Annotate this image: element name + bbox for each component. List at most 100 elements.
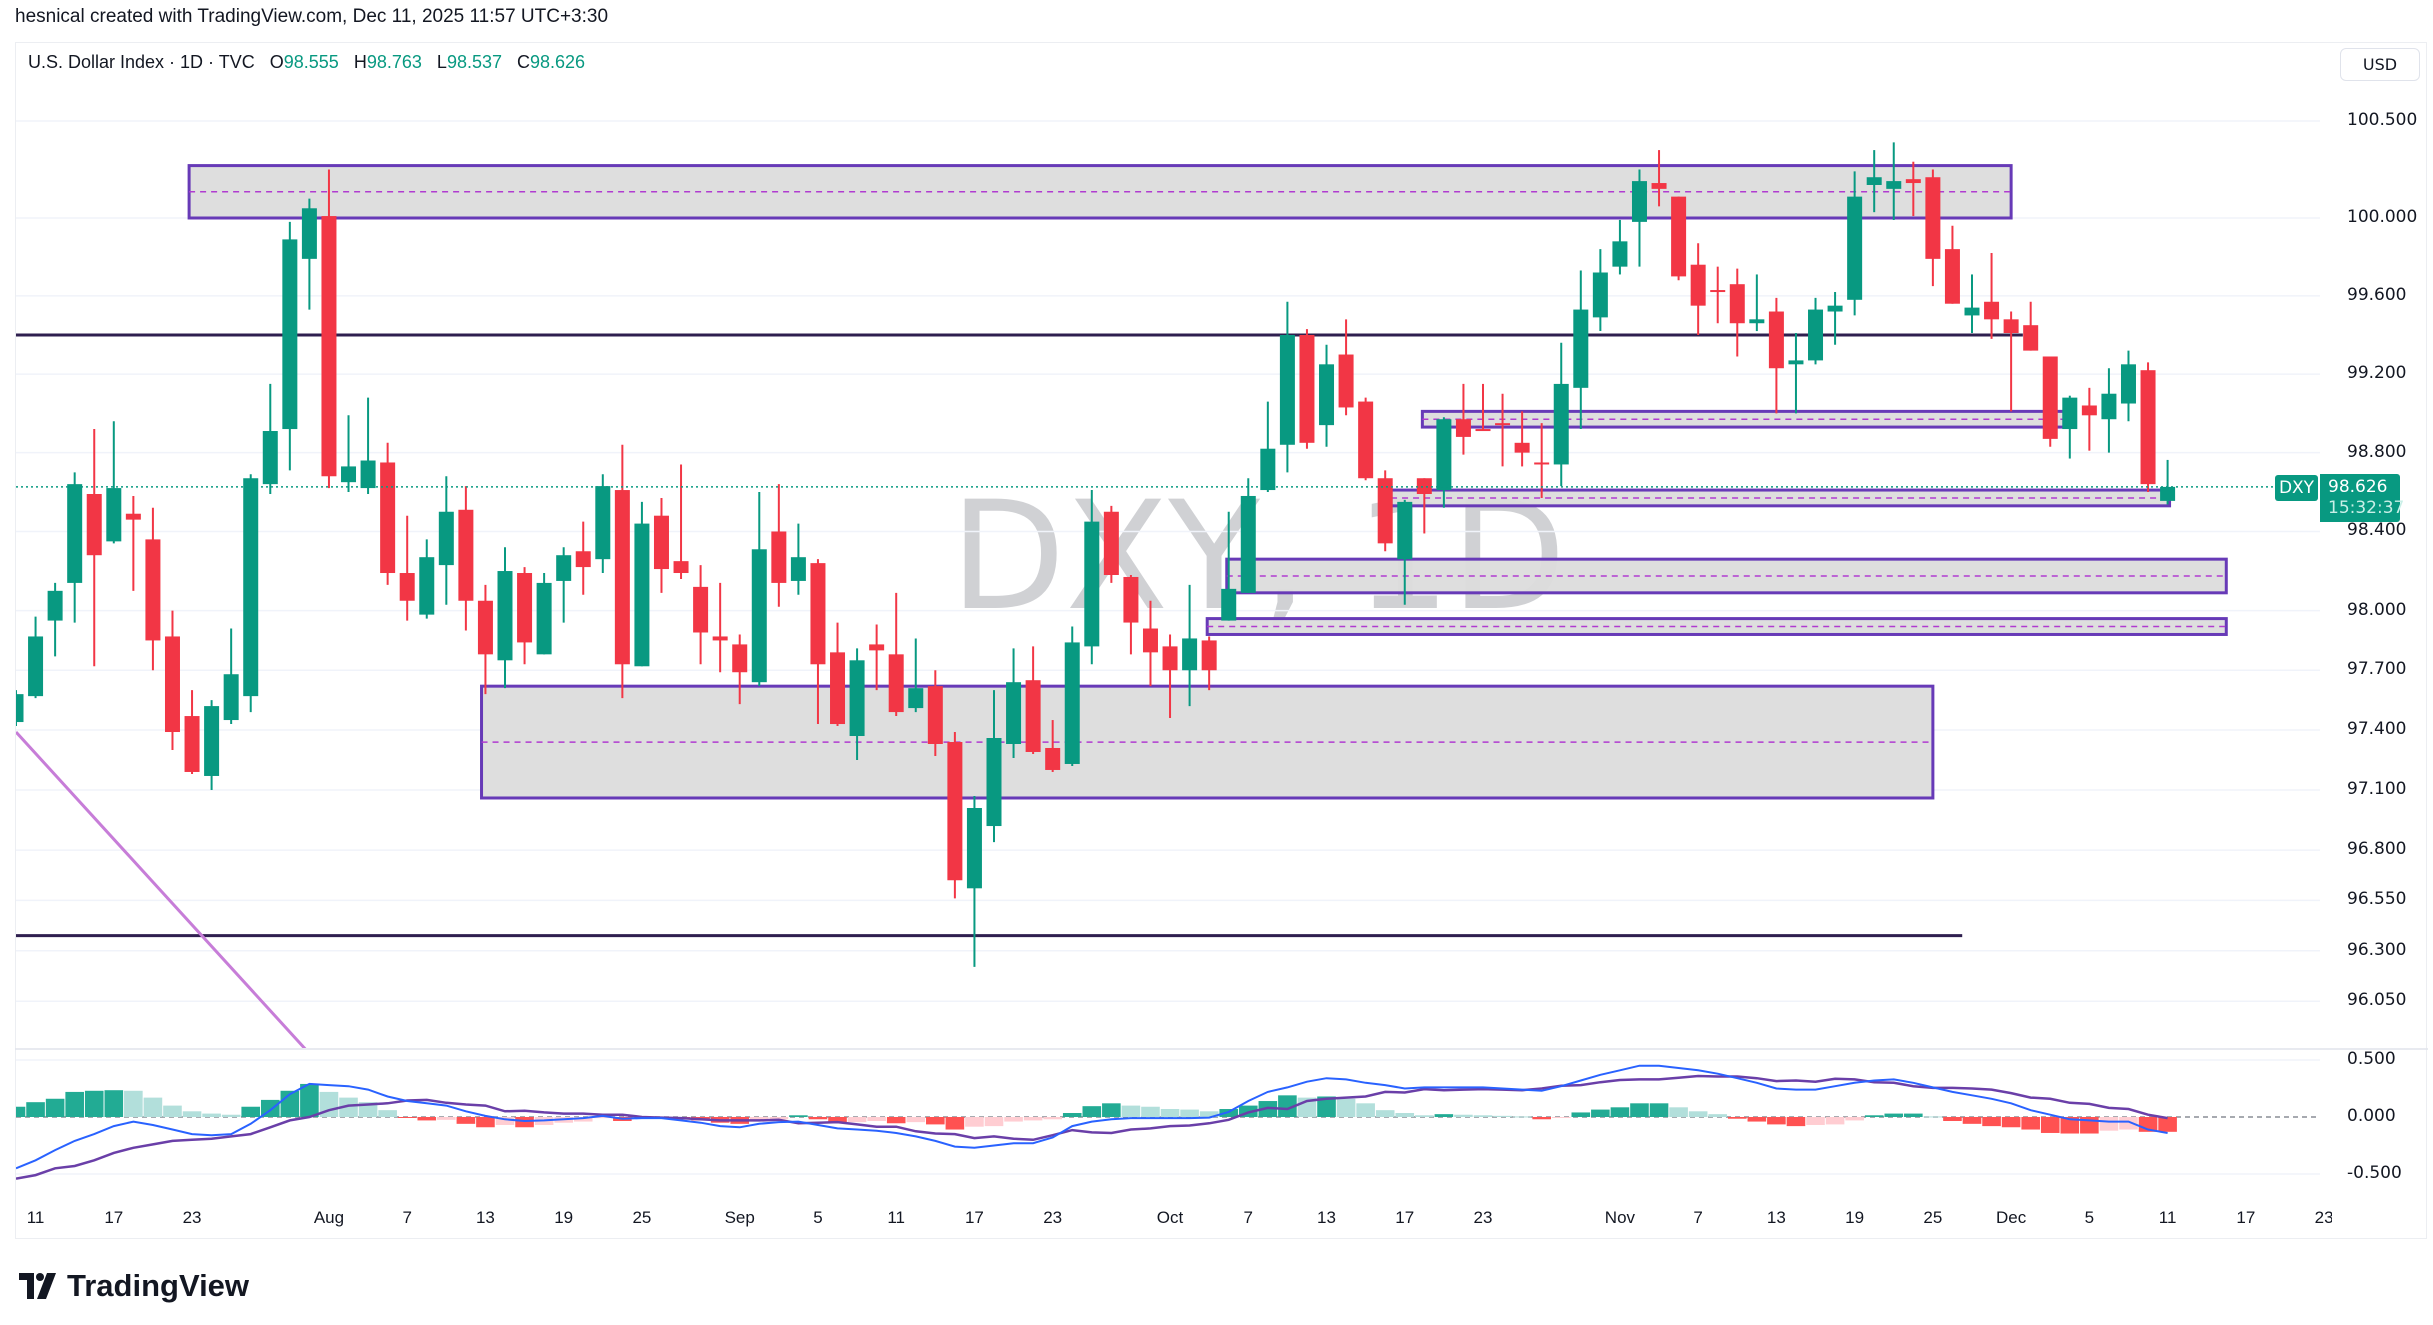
candle-body bbox=[888, 654, 904, 713]
histogram-bar bbox=[1571, 1112, 1591, 1117]
trend-line[interactable] bbox=[16, 731, 317, 1062]
histogram-bar bbox=[2001, 1117, 2021, 1128]
macd-axis-label: 0.000 bbox=[2347, 1106, 2396, 1126]
histogram-bar bbox=[1512, 1116, 1532, 1118]
candle-body bbox=[751, 549, 767, 683]
histogram-bar bbox=[1219, 1109, 1239, 1117]
time-axis-label: Dec bbox=[1995, 1208, 2027, 1227]
histogram-bar bbox=[1630, 1103, 1649, 1117]
histogram-bar bbox=[84, 1090, 104, 1117]
histogram-bar bbox=[1356, 1103, 1375, 1117]
candle-body bbox=[1064, 642, 1080, 764]
histogram-bar bbox=[2060, 1117, 2080, 1134]
zone-rectangle[interactable] bbox=[480, 684, 1935, 800]
candle bbox=[595, 474, 611, 574]
histogram-bar bbox=[965, 1117, 984, 1127]
candle-body bbox=[125, 513, 141, 520]
candle-body bbox=[262, 431, 278, 485]
low-label: L bbox=[436, 52, 447, 72]
candle-body bbox=[947, 741, 963, 881]
high-value: 98.763 bbox=[366, 52, 422, 72]
candles-layer bbox=[16, 142, 2176, 967]
time-axis-label: 25 bbox=[632, 1208, 652, 1227]
histogram-bar bbox=[1806, 1117, 1825, 1125]
histogram-bar bbox=[828, 1117, 847, 1124]
time-axis[interactable]: 11 17 23 Aug 7 13 19 25 Sep 5 11 17 23 Oct 7 13 17 23 Nov 7… bbox=[16, 1208, 2332, 1236]
histogram-bar bbox=[1591, 1109, 1610, 1117]
histogram-bar bbox=[573, 1117, 593, 1122]
candle bbox=[927, 670, 943, 756]
histogram-bar bbox=[769, 1117, 789, 1120]
candle-body bbox=[2160, 486, 2176, 501]
histogram-bar bbox=[1982, 1117, 2001, 1127]
candle-body bbox=[1847, 196, 1863, 300]
time-axis-label: 13 bbox=[1766, 1208, 1786, 1227]
candle bbox=[399, 515, 415, 621]
histogram-bar bbox=[1708, 1114, 1728, 1117]
histogram-bar bbox=[1082, 1106, 1102, 1117]
candle bbox=[2081, 387, 2097, 451]
histogram-bar bbox=[2021, 1117, 2040, 1130]
candle-body bbox=[1240, 495, 1256, 593]
candle bbox=[438, 476, 454, 605]
histogram-bar bbox=[124, 1090, 143, 1117]
currency-button[interactable]: USD bbox=[2340, 48, 2420, 81]
symbol-title: U.S. Dollar Index · 1D · TVC bbox=[28, 52, 255, 72]
candle-body bbox=[1319, 364, 1335, 426]
candle-body bbox=[458, 509, 474, 601]
candle bbox=[1690, 243, 1706, 335]
histogram-bar bbox=[241, 1106, 261, 1117]
histogram-bar bbox=[1102, 1103, 1121, 1117]
candle bbox=[1495, 393, 1511, 467]
candle bbox=[790, 523, 806, 595]
zone-rectangle[interactable] bbox=[187, 164, 2013, 220]
candle bbox=[1240, 478, 1256, 593]
tradingview-logo-icon bbox=[19, 1273, 56, 1299]
histogram-bar bbox=[1884, 1113, 1904, 1117]
candle bbox=[1025, 646, 1041, 754]
candle bbox=[1964, 274, 1980, 334]
candle bbox=[341, 415, 357, 493]
candle-body bbox=[830, 652, 846, 725]
candle bbox=[497, 547, 513, 689]
histogram-bar bbox=[515, 1117, 534, 1128]
candle-body bbox=[1436, 419, 1452, 491]
candle-body bbox=[1201, 640, 1217, 671]
time-axis-label: 17 bbox=[104, 1208, 124, 1227]
candle bbox=[2160, 459, 2176, 505]
last-price-tag: 98.626 15:32:37 bbox=[2320, 474, 2404, 522]
histogram-bar bbox=[1336, 1098, 1356, 1117]
histogram-bar bbox=[397, 1117, 417, 1118]
candle bbox=[2140, 362, 2156, 493]
candle bbox=[888, 592, 904, 717]
tradingview-logo[interactable]: TradingView bbox=[19, 1268, 249, 1304]
candle bbox=[1201, 636, 1217, 691]
candle-body bbox=[1103, 511, 1119, 575]
histogram-bar bbox=[300, 1083, 319, 1117]
candle bbox=[1142, 600, 1158, 687]
macd-pane bbox=[16, 1059, 2320, 1180]
candle bbox=[2062, 395, 2078, 459]
candle bbox=[1553, 342, 1569, 487]
candle bbox=[1045, 720, 1061, 772]
time-axis-label: 17 bbox=[964, 1208, 984, 1227]
candle-body bbox=[1553, 383, 1569, 465]
candle-body bbox=[16, 694, 24, 723]
drawings-layer[interactable] bbox=[0, 164, 2228, 1063]
candle bbox=[830, 622, 846, 727]
candle-body bbox=[1162, 646, 1178, 671]
histogram-bar bbox=[437, 1117, 456, 1120]
price-axis-label: 98.400 bbox=[2347, 520, 2407, 541]
candle bbox=[1749, 274, 1765, 332]
candle-body bbox=[1690, 264, 1706, 306]
histogram-bar bbox=[417, 1117, 437, 1121]
candle bbox=[1319, 344, 1335, 447]
candle bbox=[908, 638, 924, 713]
histogram-bar bbox=[1551, 1117, 1571, 1118]
histogram-bar bbox=[1473, 1115, 1493, 1117]
candle bbox=[282, 221, 298, 471]
histogram-bar bbox=[1199, 1111, 1219, 1117]
candle bbox=[1475, 383, 1491, 432]
candle-body bbox=[380, 462, 396, 574]
